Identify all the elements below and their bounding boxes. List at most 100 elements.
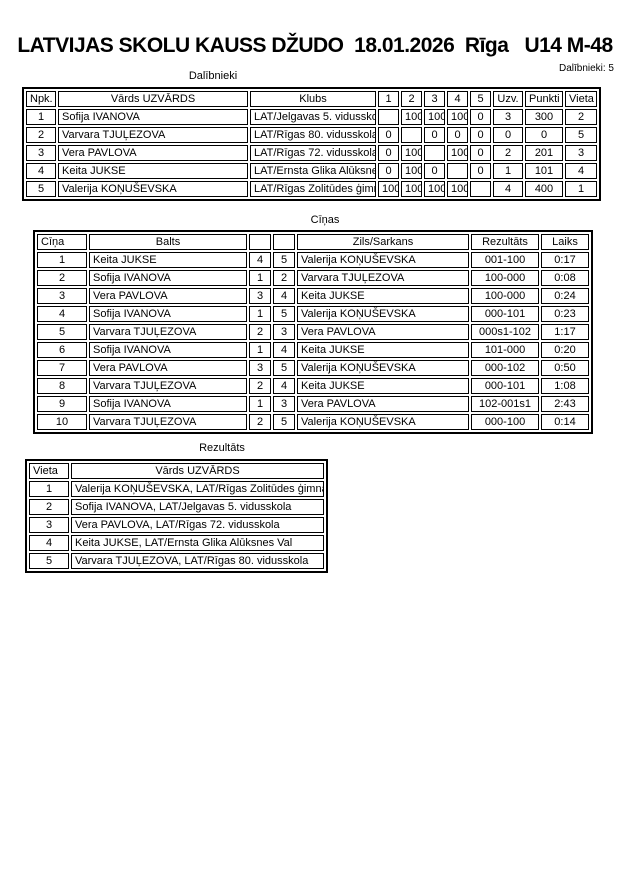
table-row: 2 Sofija IVANOVA 1 2 Varvara TJUĻEZOVA 100-00… [37, 270, 589, 286]
table-cell: Sofija IVANOVA [58, 109, 248, 125]
table-cell: 001-100 [471, 252, 539, 268]
header-row: Npk. Vārds UZVĀRDS Klubs 1 2 3 4 5 Uzv. Punkti Vie… [26, 91, 597, 107]
table-row: 3 Vera PAVLOVA 3 4 Keita JUKSE 100-000 0:24 [37, 288, 589, 304]
table-cell: Vera PAVLOVA [89, 360, 247, 376]
table-row: 5 Varvara TJUĻEZOVA, LAT/Rīgas 80. viduss… [29, 553, 324, 569]
table-cell: Varvara TJUĻEZOVA [58, 127, 248, 143]
table-row: 7 Vera PAVLOVA 3 5 Valerija KOŅUŠEVSKA 000-10… [37, 360, 589, 376]
table-cell: 0:14 [541, 414, 589, 430]
table-cell: Sofija IVANOVA [89, 342, 247, 358]
table-cell: 9 [37, 396, 87, 412]
table-cell: 0 [424, 163, 445, 179]
table-cell: 5 [37, 324, 87, 340]
table-cell: 100 [447, 181, 468, 197]
fights-table: Cīņa Balts Zils/Sarkans Rezultāts Laiks 1 Keit… [33, 230, 593, 434]
table-cell: 0 [470, 163, 491, 179]
column-header: Cīņa [37, 234, 87, 250]
table-cell: 0:20 [541, 342, 589, 358]
table-cell: 1 [493, 163, 523, 179]
table-cell: 100 [424, 109, 445, 125]
table-cell: 4 [37, 306, 87, 322]
table-cell: 2 [26, 127, 56, 143]
table-cell: LAT/Jelgavas 5. vidusskola [250, 109, 376, 125]
table-cell: 6 [37, 342, 87, 358]
table-cell: 300 [525, 109, 563, 125]
table-cell: 0 [470, 145, 491, 161]
table-cell [424, 145, 445, 161]
table-cell: 400 [525, 181, 563, 197]
table-cell: 5 [29, 553, 69, 569]
column-header: Klubs [250, 91, 376, 107]
table-cell: 1 [249, 306, 271, 322]
table-cell: 2 [249, 414, 271, 430]
table-row: 5 Varvara TJUĻEZOVA 2 3 Vera PAVLOVA 000s1-10… [37, 324, 589, 340]
table-cell: 2 [29, 499, 69, 515]
table-cell: 201 [525, 145, 563, 161]
table-cell [447, 163, 468, 179]
table-row: 4 Keita JUKSE, LAT/Ernsta Glika Alūksnes … [29, 535, 324, 551]
table-cell: 3 [29, 517, 69, 533]
column-header: Vārds UZVĀRDS [71, 463, 324, 479]
column-header: Vieta [29, 463, 69, 479]
table-cell: 0 [470, 127, 491, 143]
table-cell: Vera PAVLOVA, LAT/Rīgas 72. vidusskola [71, 517, 324, 533]
table-row: 10 Varvara TJUĻEZOVA 2 5 Valerija KOŅUŠEVSKA… [37, 414, 589, 430]
table-cell: 2 [565, 109, 597, 125]
table-row: 9 Sofija IVANOVA 1 3 Vera PAVLOVA 102-001s1 2:… [37, 396, 589, 412]
table-cell: 3 [249, 360, 271, 376]
table-cell: 100 [401, 109, 422, 125]
column-header: Rezultāts [471, 234, 539, 250]
table-row: 4 Sofija IVANOVA 1 5 Valerija KOŅUŠEVSKA 000-… [37, 306, 589, 322]
table-row: 5 Valerija KOŅUŠEVSKA LAT/Rīgas Zolitūdes … [26, 181, 597, 197]
table-cell: 0:17 [541, 252, 589, 268]
table-cell: 100 [378, 181, 399, 197]
table-cell: Valerija KOŅUŠEVSKA [297, 360, 469, 376]
table-cell: Vera PAVLOVA [89, 288, 247, 304]
table-cell: 0 [424, 127, 445, 143]
table-cell: 3 [37, 288, 87, 304]
table-cell: 1 [26, 109, 56, 125]
column-header: 1 [378, 91, 399, 107]
table-cell: 3 [26, 145, 56, 161]
table-cell: 5 [273, 306, 295, 322]
table-cell: 102-001s1 [471, 396, 539, 412]
table-cell: LAT/Rīgas 80. vidusskola [250, 127, 376, 143]
column-header: Uzv. [493, 91, 523, 107]
table-cell: 100 [447, 145, 468, 161]
table-cell: 4 [273, 342, 295, 358]
table-row: 1 Sofija IVANOVA LAT/Jelgavas 5. vidusskol… [26, 109, 597, 125]
table-cell: 4 [493, 181, 523, 197]
column-header: Punkti [525, 91, 563, 107]
table-cell: Valerija KOŅUŠEVSKA [297, 414, 469, 430]
table-cell: 0 [447, 127, 468, 143]
column-header [273, 234, 295, 250]
table-cell [470, 181, 491, 197]
table-cell: 3 [249, 288, 271, 304]
table-cell: Vera PAVLOVA [297, 396, 469, 412]
table-cell: Varvara TJUĻEZOVA [89, 324, 247, 340]
table-cell: 1 [249, 342, 271, 358]
table-cell: Varvara TJUĻEZOVA [297, 270, 469, 286]
table-cell: 5 [26, 181, 56, 197]
table-cell: Keita JUKSE, LAT/Ernsta Glika Alūksnes V… [71, 535, 324, 551]
table-row: 1 Keita JUKSE 4 5 Valerija KOŅUŠEVSKA 001-100… [37, 252, 589, 268]
column-header: Vārds UZVĀRDS [58, 91, 248, 107]
column-header: Vieta [565, 91, 597, 107]
table-cell: 101 [525, 163, 563, 179]
table-cell: 100 [447, 109, 468, 125]
table-cell: 4 [249, 252, 271, 268]
table-cell: 100 [424, 181, 445, 197]
table-cell: 1 [29, 481, 69, 497]
section-heading-results: Rezultāts [199, 442, 245, 454]
section-heading-fights: Cīņas [310, 214, 340, 226]
column-header: 5 [470, 91, 491, 107]
table-cell: 3 [273, 324, 295, 340]
table-cell: 000-102 [471, 360, 539, 376]
table-cell: 2 [493, 145, 523, 161]
table-cell: 5 [273, 360, 295, 376]
column-header: Laiks [541, 234, 589, 250]
table-cell: 0:50 [541, 360, 589, 376]
table-cell: 2 [249, 378, 271, 394]
table-cell: Varvara TJUĻEZOVA [89, 414, 247, 430]
